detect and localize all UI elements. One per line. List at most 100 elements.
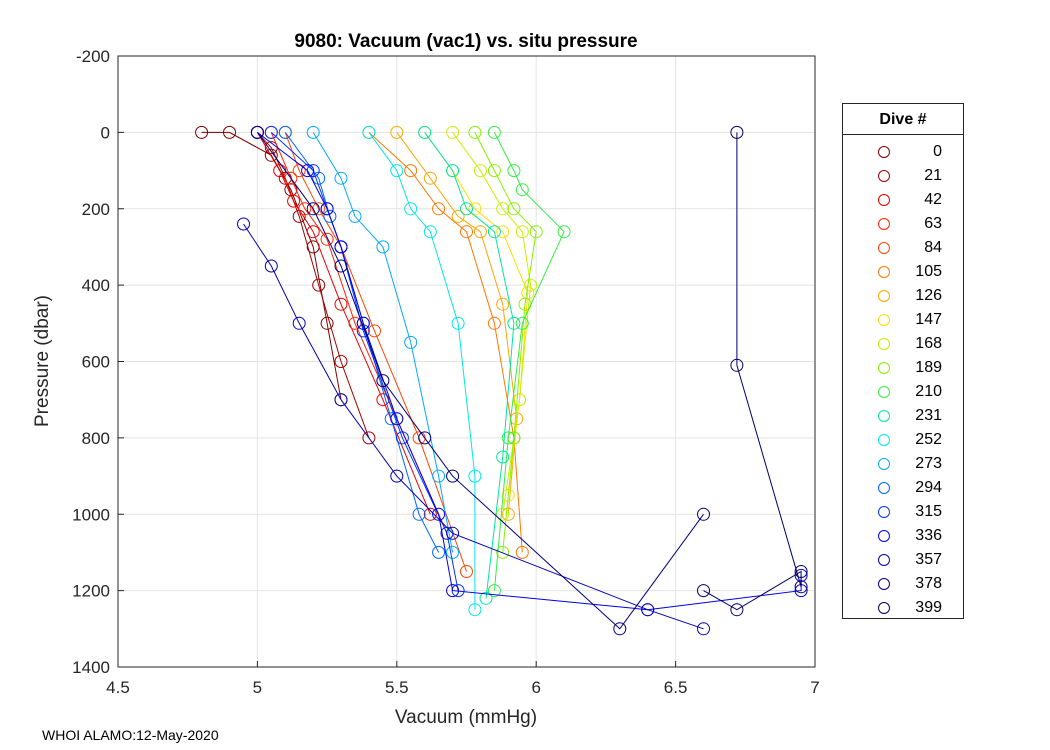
data-point — [501, 507, 515, 521]
data-point — [496, 297, 510, 311]
legend-label: 42 — [924, 191, 942, 208]
legend-item: 210 — [843, 380, 963, 404]
legend-label: 105 — [915, 263, 942, 280]
legend: Dive # 0 21 42 63 84 105 126 147 168 189 210 231 252… — [842, 103, 964, 619]
legend-label: 336 — [915, 527, 942, 544]
legend-item: 21 — [843, 164, 963, 188]
series-dive-357 — [237, 217, 710, 636]
data-point — [376, 240, 390, 254]
data-point — [524, 278, 538, 292]
data-point — [306, 202, 320, 216]
data-point — [432, 469, 446, 483]
series-dive-252 — [362, 125, 482, 617]
data-point — [356, 324, 370, 338]
legend-marker-icon — [878, 506, 890, 518]
data-point — [513, 393, 526, 407]
data-point — [697, 584, 710, 598]
data-point — [298, 202, 312, 216]
data-point — [496, 545, 510, 559]
data-point — [418, 125, 432, 139]
legend-item: 252 — [843, 428, 963, 452]
series-line — [243, 223, 704, 630]
y-axis-label: Pressure (dbar) — [32, 295, 53, 427]
data-point — [515, 183, 529, 197]
data-point — [446, 125, 460, 139]
data-point — [446, 584, 460, 598]
data-point — [320, 202, 334, 216]
data-point — [334, 240, 348, 254]
series-line — [424, 132, 515, 599]
data-point — [423, 225, 437, 239]
legend-label: 357 — [915, 551, 942, 568]
legend-item: 63 — [843, 212, 963, 236]
data-point — [507, 202, 521, 216]
legend-marker-icon — [878, 554, 890, 566]
legend-marker-icon — [878, 410, 890, 422]
data-point — [730, 358, 744, 372]
data-point — [237, 217, 250, 231]
legend-label: 189 — [915, 359, 942, 376]
data-point — [390, 469, 404, 483]
series-line — [257, 132, 370, 439]
data-point — [468, 202, 482, 216]
data-point — [362, 125, 376, 139]
legend-label: 0 — [933, 143, 942, 160]
data-point — [432, 507, 446, 521]
legend-item: 126 — [843, 284, 963, 308]
series-line — [256, 132, 431, 515]
data-point — [468, 469, 482, 483]
y-tick-label: 600 — [82, 353, 110, 372]
legend-label: 147 — [915, 311, 942, 328]
legend-label: 315 — [915, 503, 942, 520]
legend-label: 21 — [924, 167, 942, 184]
data-point — [487, 584, 501, 598]
x-tick-label: 6 — [531, 678, 540, 697]
data-point — [334, 355, 348, 368]
legend-items: 0 21 42 63 84 105 126 147 168 189 210 231 252 273 294 3… — [843, 135, 963, 620]
data-point — [323, 209, 337, 223]
data-point — [287, 194, 301, 208]
data-point — [697, 622, 710, 636]
legend-label: 168 — [915, 335, 942, 352]
x-tick-label: 5 — [253, 678, 262, 697]
data-point — [390, 125, 404, 139]
legend-marker-icon — [878, 362, 890, 374]
data-point — [473, 164, 487, 178]
data-point — [501, 488, 515, 502]
y-tick-label: 1200 — [72, 582, 110, 601]
data-point — [334, 259, 348, 273]
data-point — [451, 209, 465, 223]
data-point — [264, 125, 278, 139]
data-point — [794, 580, 808, 594]
legend-label: 399 — [915, 599, 942, 616]
data-point — [515, 545, 529, 559]
data-point — [264, 148, 278, 162]
y-tick-label: 400 — [82, 276, 110, 295]
data-point — [348, 209, 362, 223]
data-point — [460, 202, 473, 216]
data-point — [496, 202, 510, 216]
legend-label: 252 — [915, 431, 942, 448]
series-line — [452, 132, 532, 515]
footer-text: WHOI ALAMO:12-May-2020 — [42, 727, 219, 743]
data-point — [390, 164, 404, 178]
legend-item: 42 — [843, 188, 963, 212]
legend-marker-icon — [878, 386, 890, 398]
data-point — [794, 565, 808, 578]
series-line — [312, 132, 454, 553]
axis-ticks: 4.5 5 5.5 6 6.5 7 -200 0 200 400 600 800 1000 1200 140… — [72, 47, 820, 697]
data-point — [418, 431, 432, 445]
series-line — [257, 132, 802, 611]
data-point — [496, 225, 510, 239]
data-point — [423, 171, 437, 185]
data-point — [501, 431, 515, 445]
legend-item: 189 — [843, 356, 963, 380]
legend-item: 168 — [843, 332, 963, 356]
data-point — [641, 603, 655, 617]
legend-label: 210 — [915, 383, 942, 400]
data-point — [306, 125, 320, 139]
legend-title: Dive # — [843, 104, 963, 135]
data-point — [250, 125, 264, 139]
data-point — [320, 232, 334, 246]
